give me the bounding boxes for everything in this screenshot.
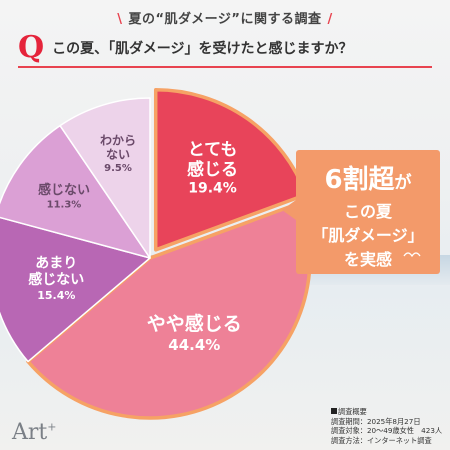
callout: 6割超が この夏 「肌ダメージ」 を実感: [282, 150, 440, 274]
question-mark-q: Q: [18, 30, 45, 65]
slice-label: 感じない: [38, 182, 90, 198]
callout-line3: 「肌ダメージ」: [312, 226, 423, 245]
survey-header: \ 夏の“肌ダメージ”に関する調査 /: [0, 8, 450, 27]
header-slash-left: \: [117, 12, 123, 27]
pie-labels: とても感じる19.4%やや感じる44.4%あまり感じない15.4%感じない11.…: [28, 133, 242, 354]
callout-line4: を実感: [344, 250, 392, 269]
callout-big: 6割超: [324, 164, 395, 195]
slice-value-label: 19.4%: [188, 181, 237, 197]
callout-suffix: が: [395, 172, 412, 193]
slice-value-label: 11.3%: [47, 200, 82, 211]
header-title: 夏の“肌ダメージ”に関する調査: [128, 12, 322, 27]
slice-label: 感じる: [187, 159, 238, 180]
slice-label: とても: [188, 140, 238, 160]
pie-slice: [59, 97, 151, 259]
callout-headline: 6割超が: [324, 164, 411, 195]
square-bullet-icon: [331, 408, 337, 414]
slice-label: わから: [100, 133, 136, 147]
slice-value-label: 9.5%: [104, 163, 132, 174]
callout-pointer: [282, 200, 296, 220]
slice-value-label: 44.4%: [168, 336, 220, 354]
logo-plus: +: [47, 420, 57, 434]
question-line: Q この夏、「肌ダメージ」を受けたと感じますか？: [18, 30, 432, 68]
survey-summary: 調査概要 調査期間：2025年8月27日 調査対象：20〜49歳女性 423人 …: [331, 407, 442, 445]
sparkle-icon: [403, 252, 421, 258]
summary-method: 調査方法：インターネット調査: [331, 435, 432, 445]
art-plus-logo: Art+: [12, 420, 56, 445]
pie-slice: [0, 124, 151, 259]
summary-period: 調査期間：2025年8月27日: [331, 416, 421, 426]
slice-label: ない: [106, 148, 130, 162]
callout-line2: この夏: [344, 202, 393, 221]
slice-label: 感じない: [28, 271, 84, 288]
header-slash-right: /: [327, 12, 333, 27]
pie-slices: [0, 88, 312, 420]
slice-value-label: 15.4%: [37, 289, 75, 302]
slice-label: あまり: [35, 256, 77, 272]
summary-target: 調査対象：20〜49歳女性 423人: [331, 426, 443, 435]
logo-text: Art: [12, 420, 48, 445]
callout-box: [296, 150, 440, 274]
slice-label: やや感じる: [147, 312, 242, 335]
question-text: この夏、「肌ダメージ」を受けたと感じますか？: [52, 41, 353, 57]
pie-slice: [0, 216, 151, 363]
summary-heading: 調査概要: [331, 407, 442, 417]
summary-heading-text: 調査概要: [338, 407, 367, 416]
